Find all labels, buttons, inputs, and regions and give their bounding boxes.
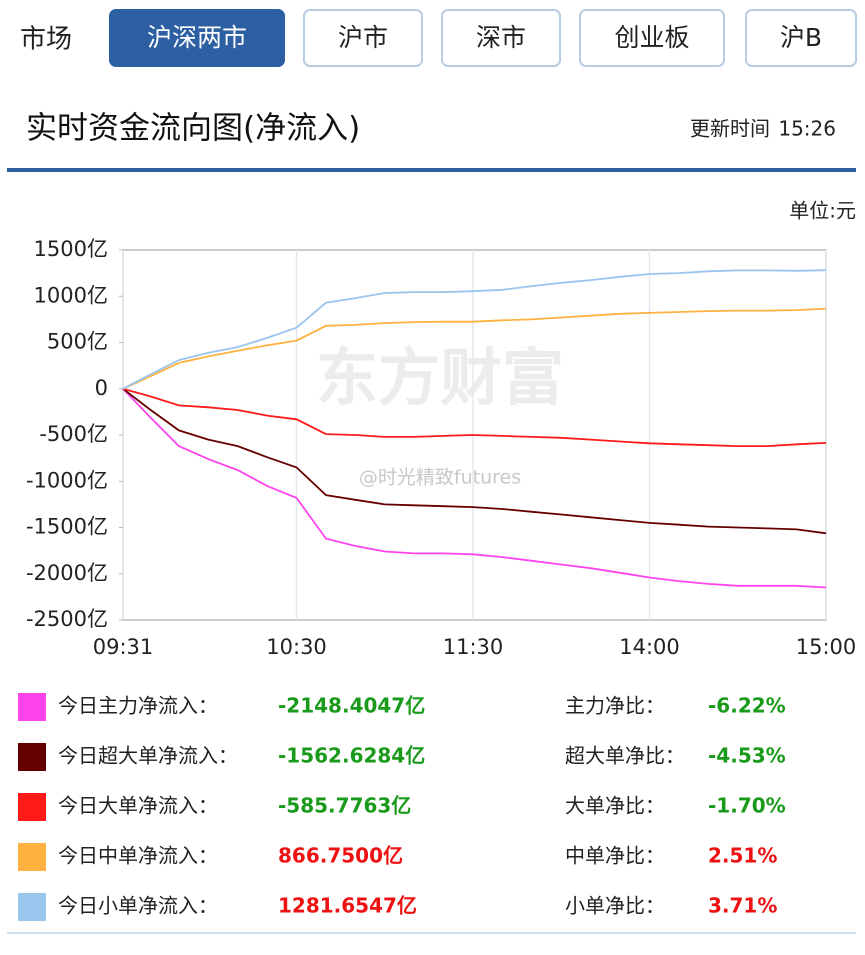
tab[interactable]: 沪B [745,9,857,67]
y-tick-label: -500亿 [39,422,108,446]
chart: 东方财富 @时光精致futures 09:31 10:30 11:30 14:00 15:0… [26,237,856,659]
y-tick-label: -2000亿 [26,561,108,585]
tab-button[interactable] [579,9,725,67]
watermark: 东方财富 [316,341,564,414]
x-tick-label: 11:30 [443,635,504,659]
tab[interactable]: 沪市 [303,9,423,67]
tab-button[interactable] [109,9,285,67]
update-time: 15:26 [778,117,836,141]
net-value: -585.7763亿 [278,794,411,818]
tab-label[interactable]: 创业板 [614,23,689,52]
update-label: 更新时间 [690,117,770,141]
summary: 今日主力净流入： -2148.4047亿 主力净比： -6.22% 今日超大单净流入： -… [18,693,786,921]
tab-bar: 沪深两市 沪市 深市 创业板 沪B [109,9,857,67]
y-tick-label: 1000亿 [34,283,108,307]
tab-label[interactable]: 沪B [780,23,822,52]
series-line [122,269,827,390]
legend-name: 今日大单净流入： [58,794,218,818]
ratio-value: 2.51% [708,844,777,868]
ratio-value: -4.53% [708,744,786,768]
legend-name: 今日超大单净流入： [58,744,238,768]
ratio-value: -1.70% [708,794,786,818]
ratio-name: 大单净比： [565,794,665,818]
header-rule [7,168,856,172]
tab[interactable]: 创业板 [579,9,725,67]
watermark: @时光精致futures [359,467,521,489]
x-tick-label: 14:00 [619,635,680,659]
ratio-name: 超大单净比： [565,744,685,768]
tab[interactable]: 深市 [441,9,561,67]
x-tick-label: 10:30 [266,635,327,659]
y-tick-label: -1000亿 [26,468,108,492]
x-tick-label: 09:31 [93,635,154,659]
legend-name: 今日小单净流入： [58,894,218,918]
tab-button[interactable] [441,9,561,67]
series-line [122,388,827,589]
x-tick-label: 15:00 [796,635,857,659]
ratio-value: -6.22% [708,694,786,718]
net-value: -1562.6284亿 [278,744,425,768]
ratio-name: 小单净比： [565,894,665,918]
legend-name: 今日主力净流入： [58,694,218,718]
tab-button[interactable] [745,9,857,67]
legend-swatch [18,793,46,821]
ratio-name: 中单净比： [565,844,665,868]
y-tick-label: 0 [95,376,108,400]
legend-swatch [18,893,46,921]
tab-label[interactable]: 沪深两市 [147,23,247,52]
series-line [122,388,827,535]
header-title: 实时资金流向图(净流入) [26,111,360,147]
series-line [122,387,827,447]
net-value: -2148.4047亿 [278,694,425,718]
tab[interactable]: 沪深两市 [109,9,285,67]
legend-swatch [18,843,46,871]
y-tick-label: 1500亿 [34,237,108,261]
ratio-value: 3.71% [708,894,777,918]
tab-label[interactable]: 沪市 [338,23,388,52]
legend-name: 今日中单净流入： [58,844,218,868]
y-tick-label: -1500亿 [26,515,108,539]
net-value: 866.7500亿 [278,844,403,868]
tab-label[interactable]: 深市 [476,23,526,52]
ratio-name: 主力净比： [565,694,665,718]
net-value: 1281.6547亿 [278,894,417,918]
y-tick-label: -2500亿 [26,607,108,631]
series-line [122,307,827,390]
tabs-label: 市场 [20,25,72,55]
unit-label: 单位:元 [789,199,856,223]
tab-button[interactable] [303,9,423,67]
legend-swatch [18,693,46,721]
y-tick-label: 500亿 [47,330,108,354]
legend-swatch [18,743,46,771]
